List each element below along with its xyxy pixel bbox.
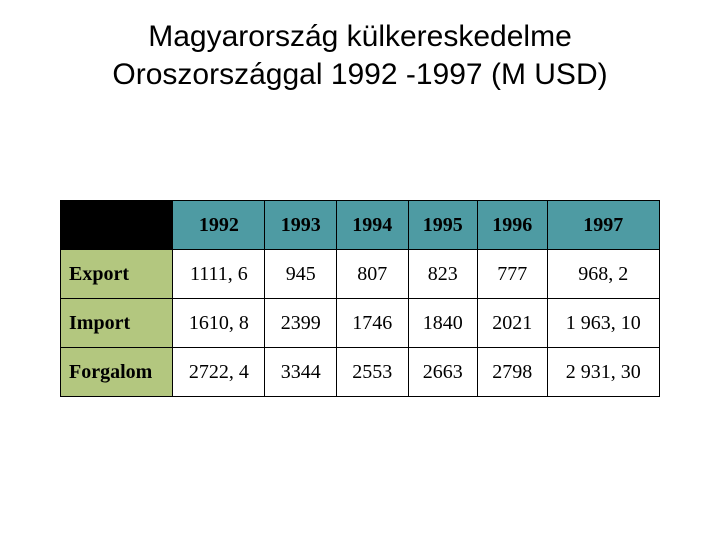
cell-forgalom-1992: 2722, 4: [173, 348, 265, 397]
cell-import-1993: 2399: [265, 299, 337, 348]
cell-export-1997: 968, 2: [547, 250, 659, 299]
cell-export-1993: 945: [265, 250, 337, 299]
trade-table-wrap: 1992 1993 1994 1995 1996 1997 Export 111…: [60, 200, 660, 397]
cell-import-1997: 1 963, 10: [547, 299, 659, 348]
trade-table: 1992 1993 1994 1995 1996 1997 Export 111…: [60, 200, 660, 397]
col-header-1995: 1995: [408, 201, 478, 250]
cell-import-1994: 1746: [336, 299, 408, 348]
slide-title: Magyarország külkereskedelme Oroszország…: [0, 0, 720, 93]
table-row: Forgalom 2722, 4 3344 2553 2663 2798 2 9…: [61, 348, 660, 397]
cell-forgalom-1995: 2663: [408, 348, 478, 397]
slide: Magyarország külkereskedelme Oroszország…: [0, 0, 720, 540]
col-header-1993: 1993: [265, 201, 337, 250]
title-line-2: Oroszországgal 1992 -1997 (M USD): [112, 58, 607, 91]
table-row: Import 1610, 8 2399 1746 1840 2021 1 963…: [61, 299, 660, 348]
table-header-row: 1992 1993 1994 1995 1996 1997: [61, 201, 660, 250]
col-header-1996: 1996: [478, 201, 548, 250]
cell-forgalom-1997: 2 931, 30: [547, 348, 659, 397]
cell-export-1992: 1111, 6: [173, 250, 265, 299]
cell-import-1995: 1840: [408, 299, 478, 348]
col-header-1992: 1992: [173, 201, 265, 250]
cell-export-1995: 823: [408, 250, 478, 299]
cell-forgalom-1996: 2798: [478, 348, 548, 397]
col-header-1994: 1994: [336, 201, 408, 250]
title-line-1: Magyarország külkereskedelme: [148, 20, 572, 53]
row-label-export: Export: [61, 250, 173, 299]
row-label-import: Import: [61, 299, 173, 348]
cell-import-1992: 1610, 8: [173, 299, 265, 348]
col-header-1997: 1997: [547, 201, 659, 250]
cell-import-1996: 2021: [478, 299, 548, 348]
trade-table-body: 1992 1993 1994 1995 1996 1997 Export 111…: [61, 201, 660, 397]
table-row: Export 1111, 6 945 807 823 777 968, 2: [61, 250, 660, 299]
cell-export-1994: 807: [336, 250, 408, 299]
table-corner-cell: [61, 201, 173, 250]
row-label-forgalom: Forgalom: [61, 348, 173, 397]
cell-forgalom-1993: 3344: [265, 348, 337, 397]
cell-forgalom-1994: 2553: [336, 348, 408, 397]
cell-export-1996: 777: [478, 250, 548, 299]
